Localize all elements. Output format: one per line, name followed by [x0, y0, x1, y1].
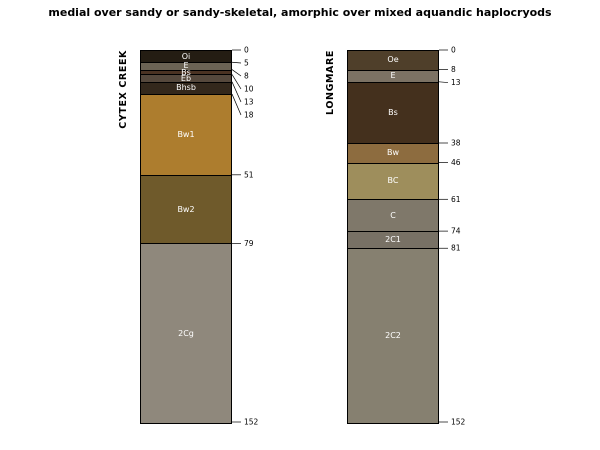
horizon-label: Bs	[388, 107, 398, 117]
depth-label: 13	[244, 98, 254, 107]
depth-label: 0	[244, 46, 249, 55]
depth-leader-line	[231, 81, 242, 103]
depth-label: 13	[451, 78, 461, 87]
horizon-2Cg: 2Cg	[141, 244, 231, 423]
depth-label: 51	[244, 170, 254, 179]
horizon-Eb: Eb	[141, 73, 231, 83]
profile-column: Oi E Bs Eb Bhsb Bw1 Bw2 2Cg	[140, 50, 232, 424]
horizon-Bw: Bw	[348, 144, 438, 164]
depth-label: 61	[451, 195, 461, 204]
horizon-label: Bhsb	[176, 83, 196, 93]
depth-label: 8	[451, 65, 456, 74]
depth-label: 10	[244, 85, 254, 94]
depth-label: 46	[451, 158, 461, 167]
profile-longmare: LONGMARE Oe E Bs Bw BC C 2C1 2C2 0 8 13 38 46 61 74 81…	[325, 46, 495, 435]
depth-leader-line	[231, 69, 242, 77]
horizon-2C2: 2C2	[348, 249, 438, 423]
profile-cytex-creek: CYTEX CREEK Oi E Bs Eb Bhsb Bw1 Bw2 2Cg 0 5 8 10 13…	[118, 46, 288, 435]
profile-column: Oe E Bs Bw BC C 2C1 2C2	[347, 50, 439, 424]
horizon-C: C	[348, 200, 438, 233]
horizon-2C1: 2C1	[348, 232, 438, 250]
horizon-label: C	[390, 210, 396, 220]
depth-label: 8	[244, 72, 249, 81]
depth-label: 79	[244, 239, 254, 248]
depth-label: 152	[244, 418, 259, 427]
horizon-E: E	[141, 61, 231, 71]
horizon-Bs: Bs	[141, 67, 231, 77]
depth-label: 81	[451, 244, 461, 253]
horizon-label: 2Cg	[178, 328, 194, 338]
profile-id-label: LONGMARE	[325, 50, 336, 115]
horizon-label: Oi	[181, 51, 191, 61]
horizon-label: Bs	[181, 67, 191, 77]
horizon-label: Bw	[386, 148, 400, 158]
depth-label: 152	[451, 418, 466, 427]
profile-id-label: CYTEX CREEK	[118, 50, 129, 129]
horizon-label: Bw1	[177, 129, 195, 139]
horizon-Oe: Oe	[348, 51, 438, 71]
horizon-label: Eb	[180, 73, 192, 83]
horizon-label: Bw2	[177, 204, 195, 214]
horizon-label: 2C1	[385, 235, 401, 245]
depth-label: 38	[451, 139, 461, 148]
depth-leader-line	[231, 93, 242, 116]
horizon-Bw2: Bw2	[141, 175, 231, 245]
horizon-label: 2C2	[385, 331, 401, 341]
horizon-Bw1: Bw1	[141, 95, 231, 176]
horizon-label: E	[183, 61, 189, 71]
depth-label: 5	[244, 59, 249, 68]
horizon-Oi: Oi	[141, 51, 231, 64]
depth-label: 18	[244, 111, 254, 120]
depth-label: 74	[451, 227, 461, 236]
horizon-label: BC	[387, 176, 399, 186]
depth-leader-line	[231, 61, 242, 64]
depth-label: 0	[451, 46, 456, 55]
depth-leader-line	[231, 74, 242, 90]
depth-axis: 0 5 8 10 13 18 51 79 152	[231, 46, 259, 427]
depth-leader-line	[438, 81, 449, 83]
horizon-Bhsb: Bhsb	[141, 82, 231, 96]
chart-title: medial over sandy or sandy-skeletal, amo…	[48, 6, 552, 19]
depth-axis: 0 8 13 38 46 61 74 81 152	[438, 46, 466, 427]
horizon-Bs: Bs	[348, 82, 438, 144]
horizon-label: Oe	[387, 55, 399, 65]
horizon-label: E	[390, 71, 396, 81]
horizon-BC: BC	[348, 163, 438, 201]
horizon-E: E	[348, 70, 438, 83]
